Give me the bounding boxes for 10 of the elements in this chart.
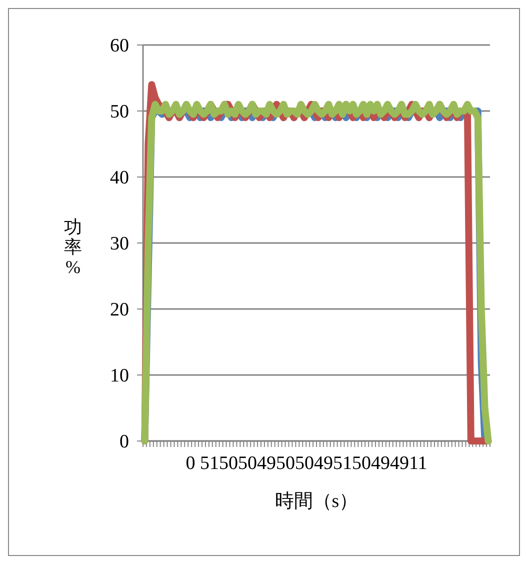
y-tick-label: 60 <box>110 36 129 57</box>
y-tick-label: 10 <box>110 366 129 387</box>
y-tick-label: 20 <box>110 300 129 321</box>
y-axis-title: 功率% <box>64 217 82 277</box>
y-tick-label: 0 <box>120 432 129 453</box>
x-axis-title: 時間（s） <box>274 491 358 512</box>
y-tick-label: 30 <box>110 234 129 255</box>
y-tick-label: 50 <box>110 102 129 123</box>
y-tick-label: 40 <box>110 168 129 189</box>
text: 0 515050495050495150494911 <box>186 453 428 474</box>
